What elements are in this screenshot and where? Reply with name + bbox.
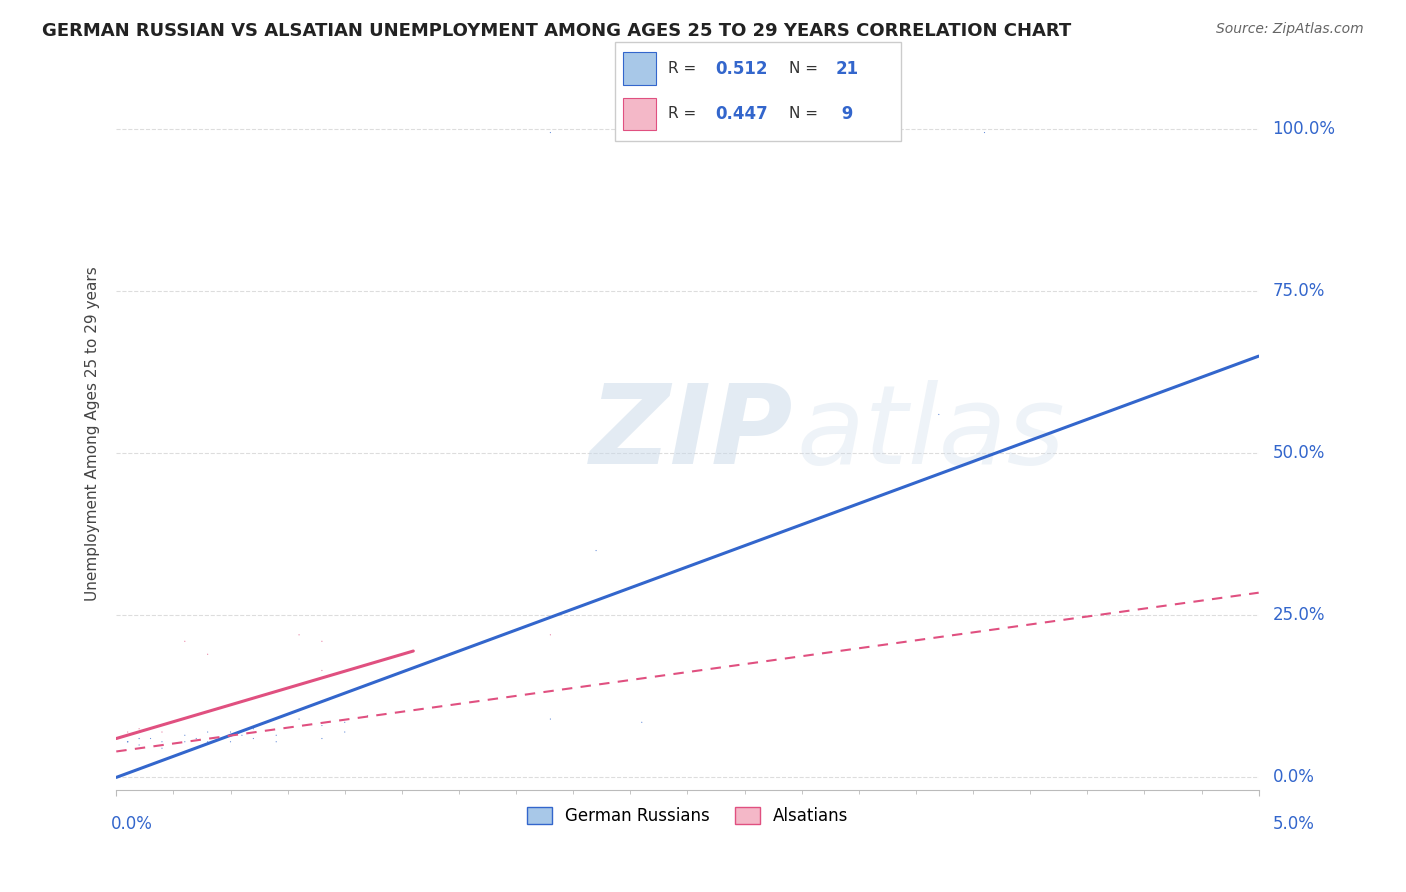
Text: GERMAN RUSSIAN VS ALSATIAN UNEMPLOYMENT AMONG AGES 25 TO 29 YEARS CORRELATION CH: GERMAN RUSSIAN VS ALSATIAN UNEMPLOYMENT …	[42, 22, 1071, 40]
Text: 75.0%: 75.0%	[1272, 282, 1324, 301]
Text: 0.447: 0.447	[716, 105, 768, 123]
Y-axis label: Unemployment Among Ages 25 to 29 years: Unemployment Among Ages 25 to 29 years	[86, 267, 100, 601]
Text: 0.0%: 0.0%	[1272, 768, 1315, 787]
Text: Source: ZipAtlas.com: Source: ZipAtlas.com	[1216, 22, 1364, 37]
FancyBboxPatch shape	[614, 42, 901, 141]
Text: 25.0%: 25.0%	[1272, 607, 1324, 624]
Legend: German Russians, Alsatians: German Russians, Alsatians	[520, 800, 855, 832]
Text: R =: R =	[668, 62, 700, 77]
Text: 50.0%: 50.0%	[1272, 444, 1324, 462]
Text: atlas: atlas	[796, 380, 1064, 487]
Text: 0.512: 0.512	[716, 60, 768, 78]
Text: R =: R =	[668, 106, 700, 121]
Text: 5.0%: 5.0%	[1272, 815, 1315, 833]
Bar	[623, 53, 655, 86]
Text: N =: N =	[789, 62, 823, 77]
Bar	[623, 97, 655, 130]
Text: 0.0%: 0.0%	[111, 815, 152, 833]
Text: 100.0%: 100.0%	[1272, 120, 1336, 138]
Text: N =: N =	[789, 106, 823, 121]
Text: 21: 21	[837, 60, 859, 78]
Text: ZIP: ZIP	[591, 380, 794, 487]
Text: 9: 9	[837, 105, 853, 123]
